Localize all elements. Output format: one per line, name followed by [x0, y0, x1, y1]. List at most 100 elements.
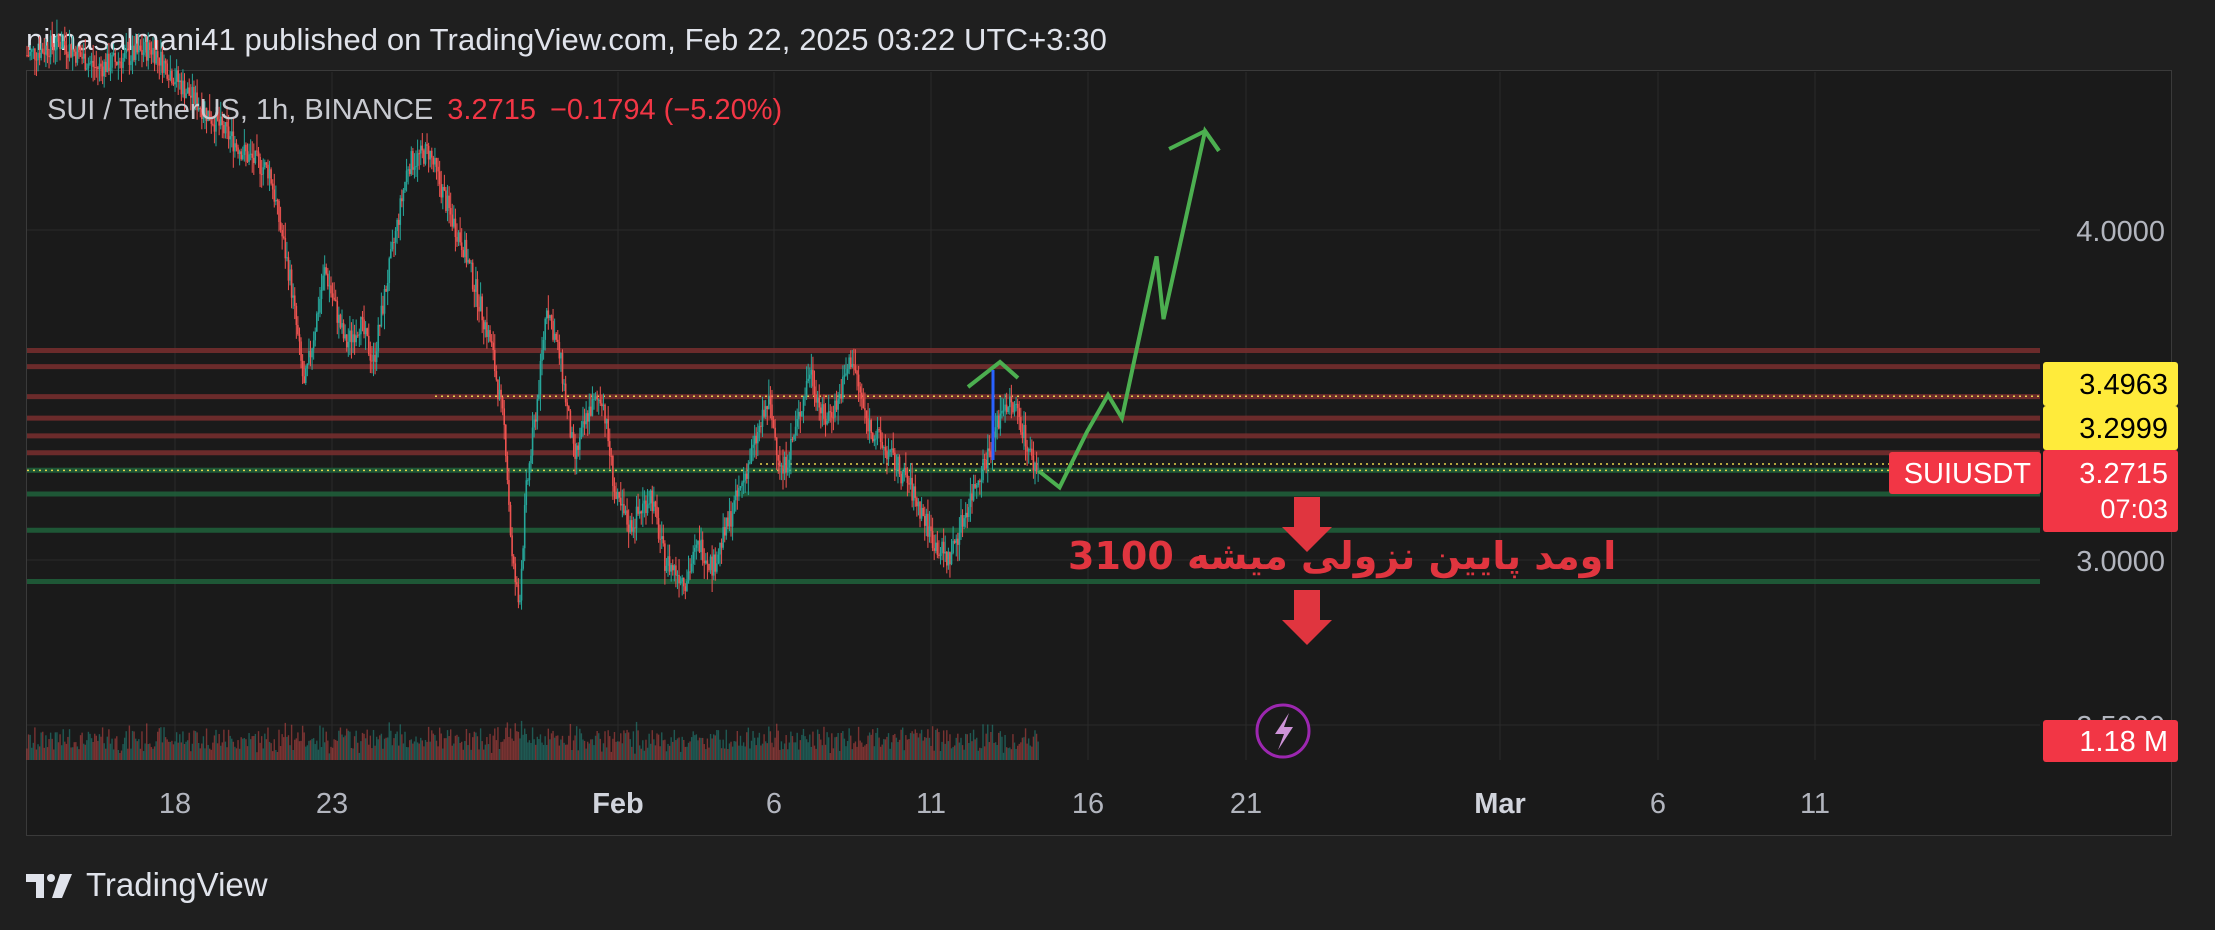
volume-bar	[714, 735, 716, 760]
candle-body	[783, 456, 786, 474]
volume-bar	[265, 739, 268, 760]
candle-body	[188, 87, 191, 96]
candle-body	[150, 50, 153, 55]
volume-bar	[1016, 745, 1019, 760]
candle-body	[503, 408, 506, 425]
candle-body	[495, 371, 498, 380]
candle-body	[120, 62, 123, 68]
candle-body	[549, 315, 551, 319]
candle-body	[895, 469, 898, 471]
volume-tag-bg[interactable]	[2043, 720, 2178, 762]
candle-body	[506, 456, 509, 481]
candle-body	[323, 267, 326, 276]
volume-bar	[393, 738, 395, 760]
volume-bar	[432, 733, 435, 760]
candle-body	[983, 458, 986, 460]
volume-bar	[130, 748, 132, 760]
volume-bar	[416, 742, 419, 760]
candle-body	[522, 548, 524, 569]
volume-bar	[1015, 748, 1017, 760]
candle-body	[752, 444, 754, 448]
volume-bar	[341, 734, 343, 760]
candle-body	[194, 92, 197, 104]
candle-body	[459, 232, 461, 243]
projection-up-path[interactable]	[1037, 126, 1221, 491]
volume-bar	[642, 740, 644, 760]
volume-bar	[287, 735, 290, 760]
price-tag-last-bg[interactable]	[2043, 450, 2178, 532]
volume-bar	[530, 742, 532, 760]
volume-bar	[996, 745, 998, 760]
candle-body	[238, 151, 241, 155]
volume-bar	[375, 736, 378, 760]
volume-bar	[695, 734, 698, 760]
volume-bar	[1032, 736, 1035, 760]
volume-bar	[820, 739, 822, 760]
symbol-legend[interactable]: SUI / TetherUS, 1h, BINANCE 3.2715 −0.1794…	[47, 94, 782, 127]
candle-body	[580, 427, 583, 438]
down-arrow-upper[interactable]	[1282, 497, 1332, 552]
volume-bar	[764, 741, 767, 760]
candle-body	[205, 107, 208, 121]
volume-bar	[678, 737, 680, 760]
candle-body	[597, 399, 600, 401]
candle-body	[251, 153, 254, 158]
volume-bar	[626, 729, 628, 760]
candle-body	[171, 70, 173, 84]
symbol-price-tag-bg[interactable]	[1889, 452, 2041, 494]
candle-body	[868, 419, 871, 432]
volume-bar	[659, 746, 661, 760]
volume-bar	[950, 748, 953, 760]
volume-bar	[716, 729, 718, 760]
candle-body	[1002, 410, 1005, 412]
candle-body	[695, 544, 698, 548]
candle-body	[134, 43, 137, 60]
candle-body	[914, 486, 917, 498]
volume-bar	[284, 722, 286, 760]
volume-bar	[656, 733, 658, 760]
volume-bar	[862, 746, 865, 760]
volume-bar	[168, 741, 170, 760]
volume-bar	[936, 728, 939, 760]
candle-body	[757, 431, 759, 444]
candle-body	[941, 541, 943, 554]
candle-body	[199, 107, 202, 109]
candle-body	[413, 167, 416, 170]
volume-bar	[31, 747, 33, 760]
volume-bar	[405, 746, 408, 760]
price-tag-level2-bg[interactable]	[2043, 406, 2178, 450]
price-tag-level2: 3.2999	[2079, 413, 2168, 445]
candle-body	[560, 352, 562, 359]
volume-bar	[357, 742, 359, 760]
candle-body	[256, 150, 258, 152]
candle-body	[197, 107, 200, 111]
candle-body	[221, 116, 224, 126]
volume-bar	[620, 733, 622, 760]
price-tag-level1-bg[interactable]	[2043, 362, 2178, 406]
volume-bar	[969, 733, 972, 760]
candle-body	[476, 279, 479, 307]
volume-bar	[870, 734, 872, 760]
tradingview-brand[interactable]: TradingView	[26, 866, 268, 904]
volume-bar	[845, 746, 847, 760]
volume-bar	[308, 740, 310, 760]
volume-bar	[585, 748, 587, 760]
candle-body	[190, 95, 192, 98]
candle-body	[553, 333, 556, 340]
mini-up-arrow[interactable]	[966, 359, 1020, 389]
volume-bar	[297, 732, 299, 760]
candle-body	[657, 518, 660, 539]
candle-body	[328, 285, 331, 287]
candle-body	[654, 501, 657, 507]
candle-body	[585, 413, 587, 425]
candle-body	[865, 410, 868, 419]
volume-bar	[316, 740, 318, 760]
volume-bar	[382, 748, 384, 760]
time-axis-label: 6	[1650, 788, 1666, 820]
down-arrow-lower[interactable]	[1282, 590, 1332, 645]
candle-body	[486, 322, 488, 337]
candle-body	[604, 404, 606, 424]
volume-bar	[749, 748, 751, 760]
candle-body	[768, 395, 770, 409]
